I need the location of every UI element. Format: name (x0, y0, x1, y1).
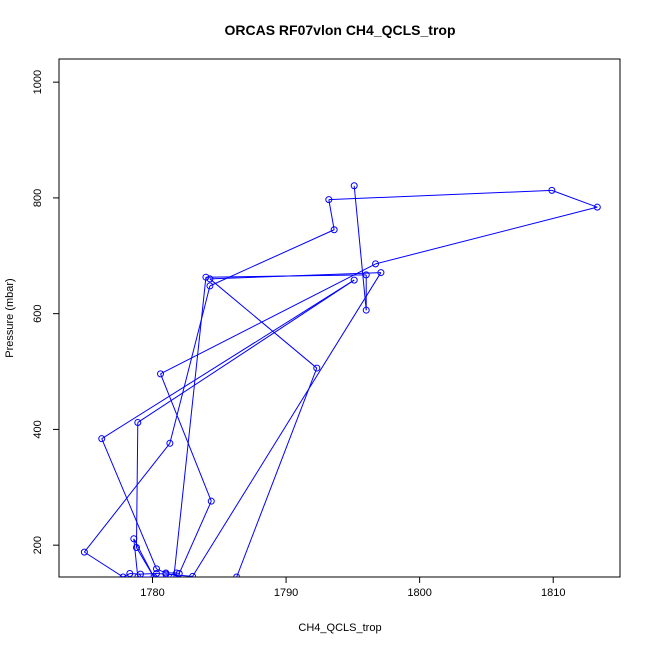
series-segment (173, 277, 207, 577)
y-tick-label: 600 (32, 304, 44, 322)
series-segment (101, 279, 355, 440)
series-segment (328, 189, 552, 201)
data-point (119, 573, 127, 577)
data-point (162, 569, 170, 577)
series-segment (176, 572, 180, 575)
series-segment (122, 573, 131, 577)
data-point (313, 364, 321, 372)
series-segment (137, 279, 355, 423)
series-segment (353, 185, 367, 311)
data-point (126, 570, 134, 577)
series-segment (209, 278, 318, 369)
series-segment (160, 373, 212, 502)
data-point (202, 273, 210, 281)
series-segment (375, 206, 598, 265)
series-segment (236, 367, 318, 577)
y-tick-label: 800 (32, 189, 44, 207)
data-point (330, 226, 338, 234)
data-point (157, 370, 165, 378)
data-point (153, 565, 161, 573)
series-segment (178, 500, 212, 574)
data-point (207, 497, 215, 505)
series-segment (165, 573, 193, 577)
x-tick-label: 1790 (274, 587, 298, 599)
x-tick-label: 1780 (140, 587, 164, 599)
series-segment (205, 274, 367, 278)
series-line-group (83, 185, 598, 577)
data-point (170, 573, 178, 577)
series-segment (156, 568, 167, 574)
plot-frame (58, 58, 621, 578)
series-segment (169, 285, 211, 444)
data-point (233, 573, 241, 577)
series-segment (328, 199, 335, 230)
data-point (325, 196, 333, 204)
x-axis: 1780 1790 1800 1810 (140, 577, 565, 599)
data-point (132, 543, 140, 551)
y-axis: 200 400 600 800 1000 (32, 70, 59, 554)
data-point (548, 186, 556, 194)
series-segment (133, 538, 155, 577)
data-point (377, 269, 385, 277)
x-tick-label: 1810 (541, 587, 565, 599)
x-axis-label: CH4_QCLS_trop (298, 622, 381, 634)
series-segment (192, 272, 382, 577)
series-segment (551, 189, 598, 208)
series-segment (101, 438, 157, 570)
data-point (175, 570, 183, 577)
data-point (372, 260, 380, 268)
data-point (80, 548, 88, 556)
data-point (593, 203, 601, 211)
data-point (206, 282, 214, 290)
series-segment (84, 551, 124, 577)
x-tick-label: 1800 (407, 587, 431, 599)
data-point (350, 182, 358, 190)
series-point-group (80, 182, 601, 577)
data-point (98, 435, 106, 443)
data-point (362, 271, 370, 279)
data-point (150, 573, 158, 577)
chart-title: ORCAS RF07vlon CH4_QCLS_trop (224, 22, 455, 38)
series-segment (83, 442, 171, 553)
y-tick-label: 200 (32, 536, 44, 554)
data-point (134, 418, 142, 426)
series-segment (156, 573, 166, 575)
data-point (206, 275, 214, 283)
data-point (362, 306, 370, 314)
plot-area (80, 182, 601, 577)
data-point (134, 573, 142, 577)
series-segment (135, 422, 139, 548)
y-tick-label: 1000 (32, 70, 44, 94)
data-point (189, 572, 197, 577)
data-point (350, 276, 358, 284)
series-segment (160, 263, 376, 375)
y-axis-label: Pressure (mbar) (4, 278, 16, 357)
data-point (130, 535, 138, 543)
y-tick-label: 400 (32, 420, 44, 438)
data-point (166, 439, 174, 447)
